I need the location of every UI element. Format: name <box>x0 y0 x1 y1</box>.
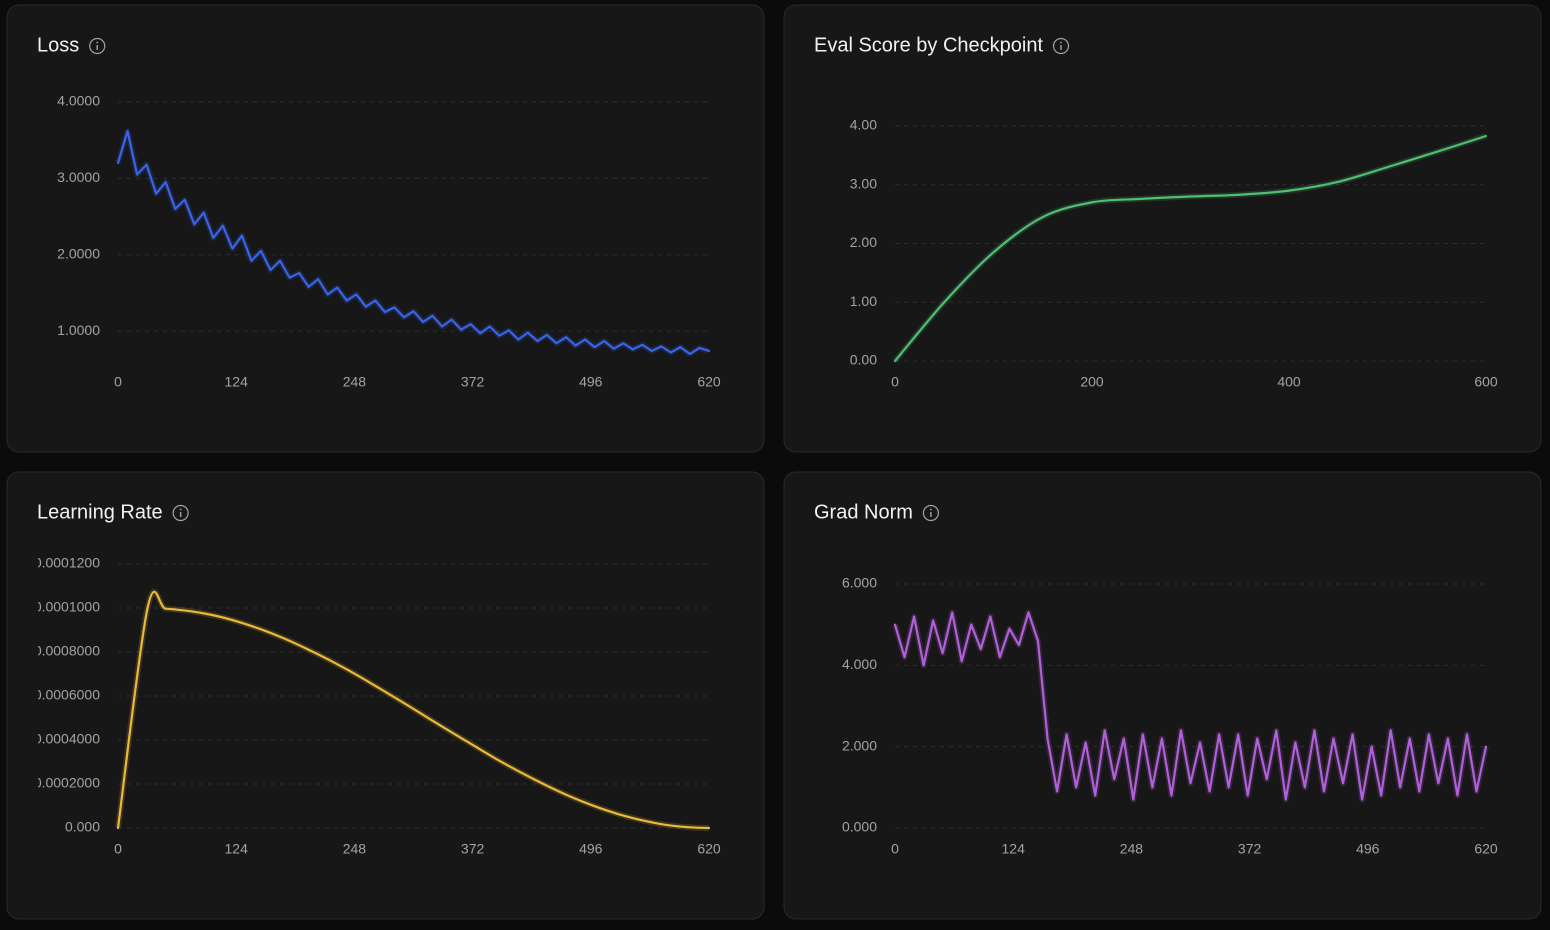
y-tick-label: 1.0000 <box>57 322 100 338</box>
y-tick-label: 0.000 <box>65 819 100 835</box>
info-icon-dot <box>179 508 182 511</box>
x-tick-label: 620 <box>1474 841 1498 857</box>
y-tick-label: 0.0006000 <box>34 687 100 703</box>
info-icon-dot <box>96 41 99 44</box>
chart-title: Eval Score by Checkpoint <box>814 34 1043 56</box>
x-tick-label: 372 <box>1238 841 1262 857</box>
x-tick-label: 124 <box>1002 841 1026 857</box>
chart: Loss 1.0000 2.0000 3.0000 4.0000 0 124 248 372 49… <box>37 34 721 389</box>
panel <box>6 471 765 920</box>
info-icon-dot <box>1060 41 1062 44</box>
x-tick-label: 124 <box>225 841 249 857</box>
x-tick-label: 248 <box>343 841 367 857</box>
y-tick-label: 3.0000 <box>57 169 100 185</box>
info-icon <box>89 37 106 55</box>
info-icon-dot <box>930 508 932 511</box>
y-tick-label: 0.0004000 <box>34 731 100 747</box>
x-tick-label: 248 <box>343 374 367 390</box>
x-tick-label: 248 <box>1120 841 1144 857</box>
info-icon <box>1052 37 1070 55</box>
x-tick-label: 124 <box>225 374 249 390</box>
chart: Grad Norm 0.000 2.000 4.000 6.000 0 124 248 372 4… <box>814 501 1498 856</box>
y-tick-label: 4.00 <box>850 117 877 133</box>
x-tick-label: 496 <box>1356 841 1380 857</box>
y-tick-label: 2.0000 <box>57 245 100 261</box>
chart: Eval Score by Checkpoint 0.00 1.00 2.00 3.00… <box>814 34 1498 389</box>
chart: Learning Rate 0.000 0.0002000 0.0004000 0.00… <box>34 501 721 857</box>
chart-title: Learning Rate <box>37 501 163 523</box>
y-tick-label: 2.000 <box>842 737 877 753</box>
panel <box>783 4 1542 453</box>
x-tick-label: 372 <box>461 374 485 390</box>
y-tick-label: 0.0001000 <box>34 599 100 615</box>
series-line <box>893 611 1488 801</box>
x-tick-label: 496 <box>579 841 603 857</box>
x-tick-label: 0 <box>891 374 899 390</box>
y-tick-label: 0.000 <box>842 819 877 835</box>
x-tick-label: 372 <box>461 841 485 857</box>
y-tick-label: 4.0000 <box>57 93 100 109</box>
x-tick-label: 0 <box>891 841 899 857</box>
x-tick-label: 620 <box>697 374 721 390</box>
x-tick-label: 200 <box>1080 374 1104 390</box>
panel <box>783 471 1542 920</box>
y-tick-label: 0.00 <box>850 352 877 368</box>
y-tick-label: 1.00 <box>850 293 877 309</box>
chart-title: Loss <box>37 34 79 56</box>
panel <box>6 4 765 453</box>
series-line <box>116 590 711 830</box>
x-tick-label: 600 <box>1474 374 1498 390</box>
y-tick-label: 4.000 <box>842 656 877 672</box>
x-tick-label: 400 <box>1277 374 1301 390</box>
x-tick-label: 0 <box>114 841 122 857</box>
info-icon <box>172 504 189 522</box>
x-tick-label: 620 <box>697 841 721 857</box>
y-tick-label: 0.0001200 <box>34 555 100 571</box>
y-tick-label: 0.0008000 <box>34 643 100 659</box>
info-icon <box>922 504 940 522</box>
y-tick-label: 3.00 <box>850 175 877 191</box>
y-tick-label: 2.00 <box>850 234 877 250</box>
y-tick-label: 0.0002000 <box>34 775 100 791</box>
x-tick-label: 0 <box>114 374 122 390</box>
chart-title: Grad Norm <box>814 501 913 523</box>
series-line <box>893 134 1488 363</box>
x-tick-label: 496 <box>579 374 603 390</box>
y-tick-label: 6.000 <box>842 575 877 591</box>
series-line <box>116 129 711 356</box>
